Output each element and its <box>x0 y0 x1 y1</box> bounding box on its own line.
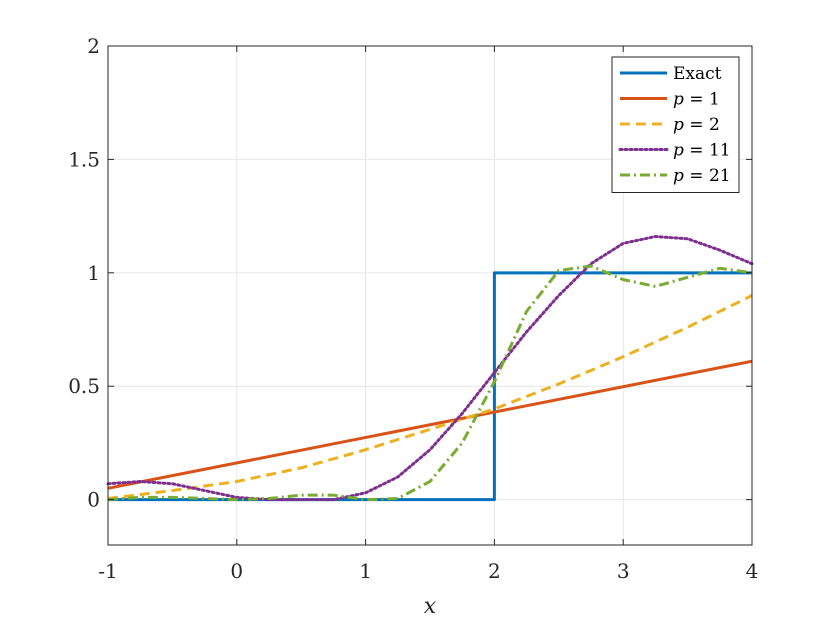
series-layer <box>106 235 754 502</box>
legend: Exact p = 1 p = 2 p = 11 p = 21 <box>611 56 740 193</box>
series-line-2 <box>107 359 753 490</box>
x-tick-label: 4 <box>746 559 759 583</box>
x-tick-label: 0 <box>230 559 243 583</box>
series-line-4 <box>106 235 754 502</box>
series-line-3 <box>107 294 753 500</box>
series-line-5 <box>107 264 753 502</box>
y-tick-label: 1 <box>87 261 100 285</box>
y-tick-label: 0 <box>87 488 100 512</box>
legend-label: p = 1 <box>673 90 720 110</box>
x-axis-label: x <box>424 594 437 619</box>
axis-ticks: -1 0 1 2 3 4 0 0.5 1 1.5 2 <box>68 34 758 583</box>
y-tick-label: 0.5 <box>68 374 100 398</box>
x-tick-label: 3 <box>617 559 630 583</box>
legend-label: p = 11 <box>673 141 731 161</box>
x-tick-label: 1 <box>359 559 372 583</box>
axes-box <box>107 45 753 546</box>
y-tick-label: 1.5 <box>68 147 100 171</box>
legend-label: p = 2 <box>673 115 720 135</box>
legend-box <box>611 56 740 193</box>
x-tick-label: -1 <box>98 559 117 583</box>
y-tick-label: 2 <box>87 34 100 58</box>
x-tick-label: 2 <box>488 559 501 583</box>
legend-label: Exact <box>673 64 722 84</box>
legend-label: p = 21 <box>673 166 731 186</box>
